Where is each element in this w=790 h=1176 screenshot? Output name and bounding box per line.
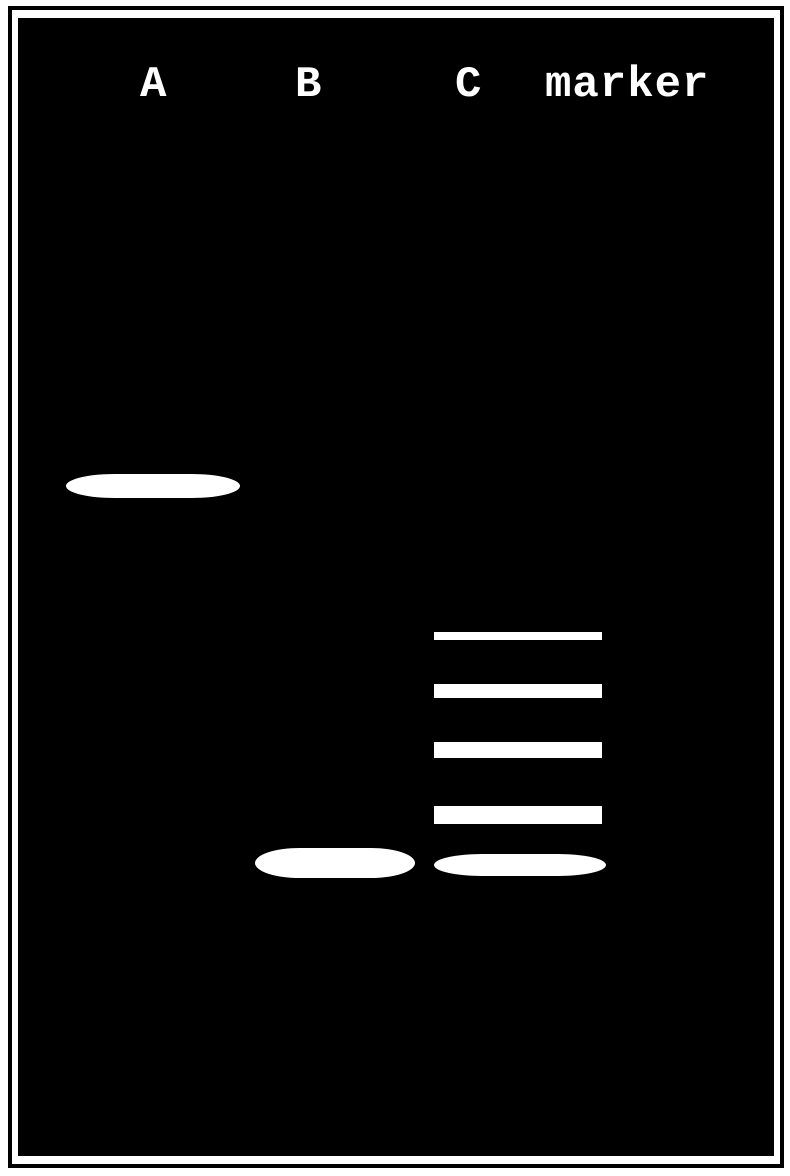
gel-band [434,632,602,640]
gel-background [18,18,774,1156]
gel-band [255,848,415,878]
lane-label-b: B [295,60,322,110]
lane-label-c: C [455,60,482,110]
gel-band [434,806,602,824]
gel-band [434,854,606,876]
lane-label-marker: marker [545,60,709,110]
gel-band [66,474,240,498]
gel-band [434,742,602,758]
gel-band [434,684,602,698]
lane-label-a: A [140,60,167,110]
